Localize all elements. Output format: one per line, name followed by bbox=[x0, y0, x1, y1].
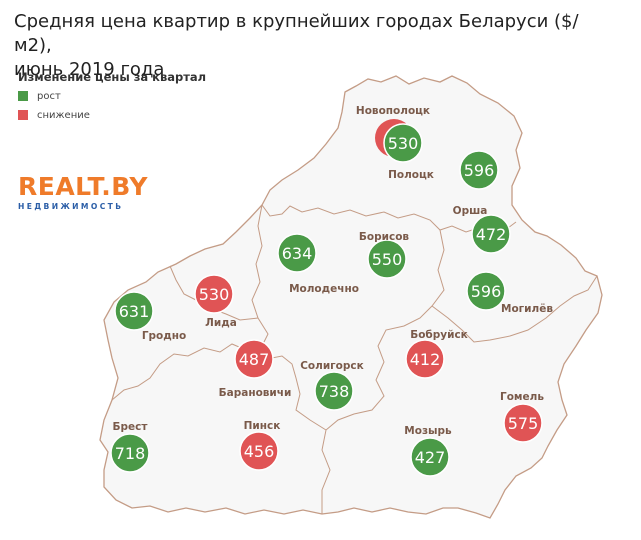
city-4-price-marker bbox=[277, 233, 317, 273]
realt-logo: REALT.BY НЕДВИЖИМОСТЬ bbox=[18, 172, 149, 212]
logo-subtitle: НЕДВИЖИМОСТЬ bbox=[18, 202, 124, 211]
city-4-name-label: Молодечно bbox=[289, 283, 359, 295]
city-11-price-value: 575 bbox=[508, 414, 539, 433]
legend-label-down: снижение bbox=[37, 109, 90, 121]
city-4-price-value: 634 bbox=[282, 244, 313, 263]
map-title: Средняя цена квартир в крупнейших города… bbox=[14, 10, 614, 82]
city-2-price-value: 472 bbox=[476, 225, 507, 244]
legend-title: Изменение цены за квартал bbox=[18, 70, 207, 84]
region-borders bbox=[111, 204, 598, 514]
city-7-price-marker bbox=[194, 274, 234, 314]
city-9-name-label: Барановичи bbox=[219, 387, 292, 399]
city-2-price-marker bbox=[471, 214, 511, 254]
city-1-name-label: Полоцк bbox=[388, 169, 434, 181]
city-0-price-marker bbox=[383, 123, 423, 163]
city-5-name-label: Могилёв bbox=[501, 303, 553, 315]
city-1-price-value: 596 bbox=[464, 161, 495, 180]
city-5-price-marker bbox=[466, 271, 506, 311]
city-6-price-value: 631 bbox=[119, 302, 150, 321]
city-3-name-label: Борисов bbox=[359, 231, 410, 243]
legend-item-up: рост bbox=[18, 89, 206, 103]
city-12-price-marker bbox=[110, 433, 150, 473]
city-11-price-marker bbox=[503, 403, 543, 443]
legend-label-up: рост bbox=[37, 90, 61, 102]
city-8-price-marker bbox=[405, 339, 445, 379]
city-2-name-label: Орша bbox=[453, 205, 488, 217]
city-5-price-value: 596 bbox=[471, 282, 502, 301]
title-line-2: июнь 2019 года bbox=[14, 59, 165, 80]
city-9-price-value: 487 bbox=[239, 350, 270, 369]
city-8-name-label: Бобруйск bbox=[410, 329, 468, 341]
city-3-price-value: 550 bbox=[372, 250, 403, 269]
city-13-price-value: 456 bbox=[244, 442, 275, 461]
legend: Изменение цены за квартал рост снижение bbox=[18, 70, 206, 122]
city-14-price-value: 427 bbox=[415, 448, 446, 467]
city-1-price-marker bbox=[459, 150, 499, 190]
city-8-price-value: 412 bbox=[410, 350, 441, 369]
legend-swatch-up bbox=[18, 91, 28, 101]
city-6-name-label: Гродно bbox=[142, 330, 186, 342]
city-13-name-label: Пинск bbox=[244, 420, 281, 432]
title-line-1: Средняя цена квартир в крупнейших города… bbox=[14, 11, 579, 56]
city-9-price-marker bbox=[234, 339, 274, 379]
city-0-name-label: Новополоцк bbox=[356, 105, 430, 117]
city-14-name-label: Мозырь bbox=[404, 425, 452, 437]
city-0-price-value: 530 bbox=[388, 134, 419, 153]
country-outline bbox=[99, 75, 603, 519]
city-6-price-marker bbox=[114, 291, 154, 331]
legend-swatch-down bbox=[18, 110, 28, 120]
city-11-name-label: Гомель bbox=[500, 391, 544, 403]
city-14-price-marker bbox=[410, 437, 450, 477]
city-12-name-label: Брест bbox=[113, 421, 149, 433]
city-10-name-label: Солигорск bbox=[300, 360, 364, 372]
city-7-name-label: Лида bbox=[205, 317, 237, 329]
city-3-price-marker bbox=[367, 239, 407, 279]
legend-item-down: снижение bbox=[18, 108, 206, 122]
city-10-price-value: 738 bbox=[319, 382, 350, 401]
city-10-price-marker bbox=[314, 371, 354, 411]
city-7-price-value: 530 bbox=[199, 285, 230, 304]
city-13-price-marker bbox=[239, 431, 279, 471]
city-12-price-value: 718 bbox=[115, 444, 146, 463]
logo-wordmark: REALT.BY bbox=[18, 172, 149, 201]
